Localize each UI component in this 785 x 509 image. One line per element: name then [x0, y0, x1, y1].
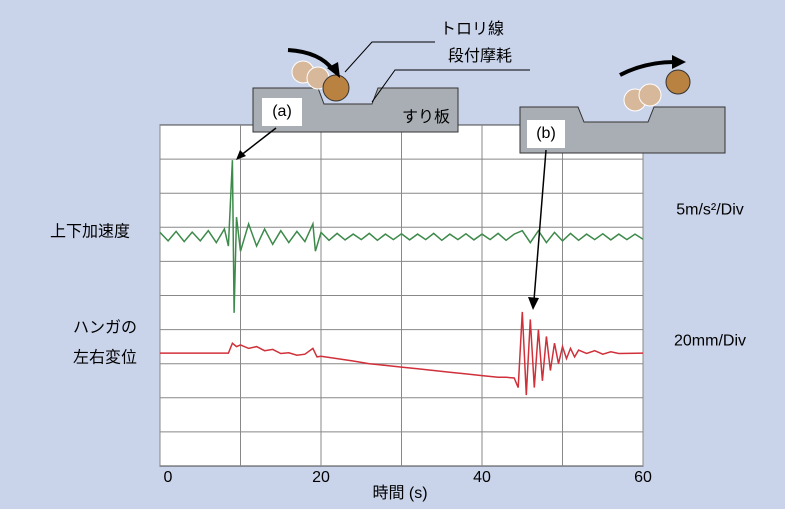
- leader-line: [371, 69, 530, 103]
- scale-label: 20mm/Div: [674, 332, 746, 349]
- strip-diagram: [519, 106, 726, 154]
- x-tick-label: 0: [164, 469, 173, 486]
- leader-line: [344, 41, 435, 73]
- label-box: [262, 98, 302, 126]
- legend-label: 左右変位: [73, 348, 137, 366]
- annotation: 段付摩耗: [448, 47, 512, 65]
- motion-arrow: [619, 60, 676, 77]
- annotation: (a): [272, 103, 292, 120]
- contact-wire: [665, 69, 691, 95]
- legend-label: 上下加速度: [50, 223, 130, 241]
- strip-diagram: [252, 87, 459, 133]
- wire-shadow: [638, 83, 662, 107]
- x-tick-label: 20: [312, 469, 330, 486]
- arrow-head: [672, 55, 686, 69]
- annotation: トロリ線: [440, 20, 504, 38]
- annotation: (b): [536, 125, 556, 142]
- legend-label: ハンガの: [73, 318, 137, 336]
- x-axis-label: 時間 (s): [372, 484, 427, 502]
- data-line: [159, 160, 644, 313]
- contact-wire: [322, 74, 350, 102]
- annotation: すり板: [402, 108, 450, 126]
- pointer-arrow: [239, 127, 277, 157]
- label-box: [527, 120, 565, 148]
- x-tick-label: 60: [634, 469, 652, 486]
- arrow-head: [327, 62, 340, 78]
- data-line: [160, 311, 644, 396]
- pointer-arrow: [533, 149, 547, 301]
- x-tick-label: 40: [473, 469, 491, 486]
- scale-label: 5m/s²/Div: [676, 202, 744, 219]
- arrow-head: [528, 297, 539, 310]
- arrow-head: [236, 150, 246, 160]
